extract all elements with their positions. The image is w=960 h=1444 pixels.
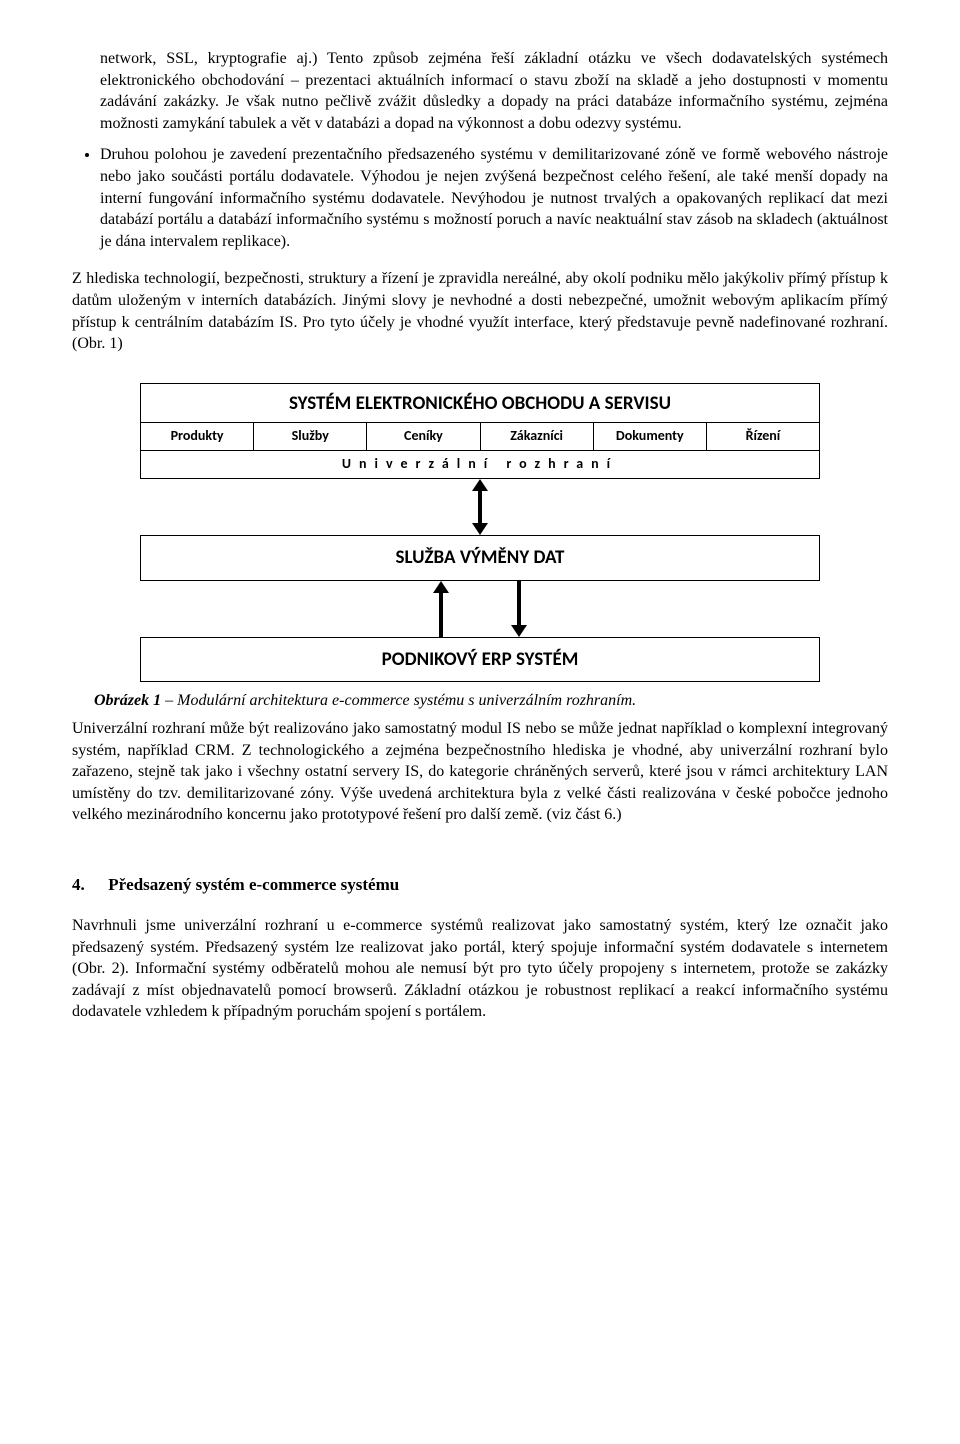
paragraph-4: Univerzální rozhraní může být realizován… <box>72 718 888 826</box>
caption-rest: – Modulární architektura e-commerce syst… <box>161 692 636 709</box>
diagram-bot-box: PODNIKOVÝ ERP SYSTÉM <box>140 637 820 683</box>
up-arrow-icon <box>426 581 456 637</box>
diagram-top-footer: Univerzální rozhraní <box>141 450 819 478</box>
diagram-cell-sluzby: Služby <box>254 423 367 450</box>
diagram-arrow-top <box>140 479 820 535</box>
diagram-figure: SYSTÉM ELEKTRONICKÉHO OBCHODU A SERVISU … <box>140 383 820 683</box>
diagram-cell-zakaznici: Zákazníci <box>481 423 594 450</box>
section-heading: 4. Předsazený systém e-commerce systému <box>72 874 888 897</box>
paragraph-5: Navrhnuli jsme univerzální rozhraní u e-… <box>72 915 888 1023</box>
diagram-cell-dokumenty: Dokumenty <box>594 423 707 450</box>
section-title: Předsazený systém e-commerce systému <box>108 875 399 894</box>
diagram-top-row: Produkty Služby Ceníky Zákazníci Dokumen… <box>141 423 819 450</box>
diagram-top-title: SYSTÉM ELEKTRONICKÉHO OBCHODU A SERVISU <box>141 384 819 424</box>
paragraph-3: Z hlediska technologií, bezpečnosti, str… <box>72 268 888 354</box>
double-arrow-icon <box>465 479 495 535</box>
diagram-mid-box: SLUŽBA VÝMĚNY DAT <box>140 535 820 581</box>
bullet-2: Druhou polohou je zavedení prezentačního… <box>100 144 888 252</box>
diagram-cell-ceniky: Ceníky <box>367 423 480 450</box>
diagram-top-box: SYSTÉM ELEKTRONICKÉHO OBCHODU A SERVISU … <box>140 383 820 479</box>
section-number: 4. <box>72 874 104 897</box>
down-arrow-icon <box>504 581 534 637</box>
paragraph-1: network, SSL, kryptografie aj.) Tento zp… <box>100 50 888 132</box>
diagram-arrow-bottom <box>140 581 820 637</box>
figure-caption: Obrázek 1 – Modulární architektura e-com… <box>72 690 888 712</box>
diagram-cell-rizeni: Řízení <box>707 423 819 450</box>
caption-label: Obrázek 1 <box>94 692 161 709</box>
diagram-cell-produkty: Produkty <box>141 423 254 450</box>
